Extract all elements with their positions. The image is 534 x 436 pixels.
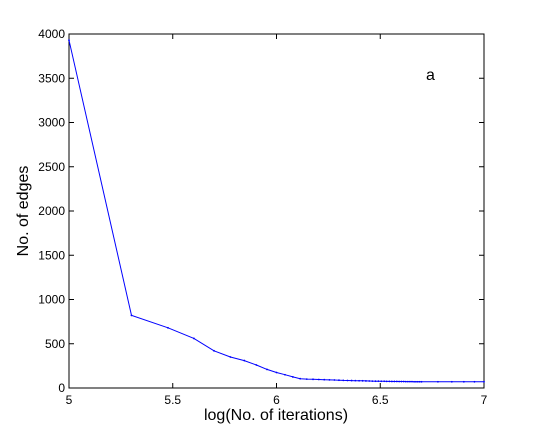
y-tick-label: 2500	[38, 160, 65, 174]
data-point	[323, 378, 326, 381]
y-axis-label: No. of edges	[15, 166, 32, 257]
axes-frame	[68, 33, 485, 389]
data-point	[406, 380, 409, 383]
data-point	[415, 380, 417, 383]
y-tick-label: 500	[45, 337, 65, 351]
data-point	[299, 377, 302, 380]
data-point	[328, 378, 331, 381]
data-point	[342, 379, 345, 382]
data-point	[380, 380, 383, 383]
data-point	[404, 380, 407, 383]
data-point	[275, 371, 278, 374]
x-tick-label: 5	[66, 393, 73, 407]
y-tick-label: 3500	[38, 71, 65, 85]
data-point	[305, 378, 308, 381]
y-tick-label: 1000	[38, 293, 65, 307]
y-tick-label: 2000	[38, 204, 65, 218]
data-point	[338, 379, 340, 382]
data-point	[284, 373, 286, 376]
axis-ticks: 5 5.5 6 6.5 7 0 500 1000 1500 2000 2500 3000 3500 400…	[38, 27, 487, 407]
data-point	[413, 380, 415, 383]
data-point	[371, 380, 374, 382]
panel-annotation: a	[426, 67, 435, 84]
data-point	[291, 376, 294, 378]
data-point	[317, 378, 320, 381]
data-point	[409, 380, 411, 383]
data-point	[390, 380, 393, 383]
data-point	[473, 380, 476, 383]
data-point	[393, 380, 396, 383]
data-point	[312, 378, 314, 381]
x-axis-label: log(No. of iterations)	[204, 407, 348, 424]
data-point	[350, 379, 353, 382]
data-point	[255, 364, 258, 366]
data-point	[383, 380, 386, 383]
data-point	[377, 380, 380, 383]
data-point	[402, 380, 405, 383]
data-point	[229, 356, 232, 358]
data-point	[130, 314, 133, 317]
data-point	[346, 379, 349, 382]
data-point	[374, 380, 377, 383]
data-point	[398, 380, 401, 383]
data-point	[411, 380, 413, 383]
data-point	[420, 380, 423, 383]
series-line	[68, 40, 484, 383]
x-tick-label: 7	[481, 393, 488, 407]
data-point	[418, 380, 421, 383]
data-point	[167, 326, 169, 329]
y-tick-label: 4000	[38, 27, 65, 41]
data-point	[450, 380, 453, 383]
data-point	[68, 39, 70, 42]
data-point	[483, 380, 485, 383]
data-point	[437, 380, 439, 383]
data-point	[213, 349, 215, 352]
data-point	[333, 379, 336, 381]
data-point	[416, 380, 419, 383]
data-point	[193, 337, 195, 340]
data-point	[361, 379, 364, 382]
x-tick-label: 5.5	[164, 393, 181, 407]
y-tick-label: 1500	[38, 248, 65, 262]
data-point	[266, 368, 268, 371]
data-point	[462, 380, 465, 383]
x-tick-label: 6.5	[372, 393, 389, 407]
data-point	[388, 380, 391, 383]
data-point	[354, 379, 357, 382]
plot-area	[68, 33, 485, 389]
data-point	[395, 380, 398, 383]
data-point	[400, 380, 403, 383]
data-point	[365, 380, 367, 382]
data-point	[243, 359, 246, 362]
data-point	[358, 379, 360, 382]
y-tick-label: 3000	[38, 116, 65, 130]
data-point	[368, 380, 371, 382]
data-point	[385, 380, 388, 383]
x-tick-label: 6	[273, 393, 280, 407]
y-tick-label: 0	[58, 381, 65, 395]
